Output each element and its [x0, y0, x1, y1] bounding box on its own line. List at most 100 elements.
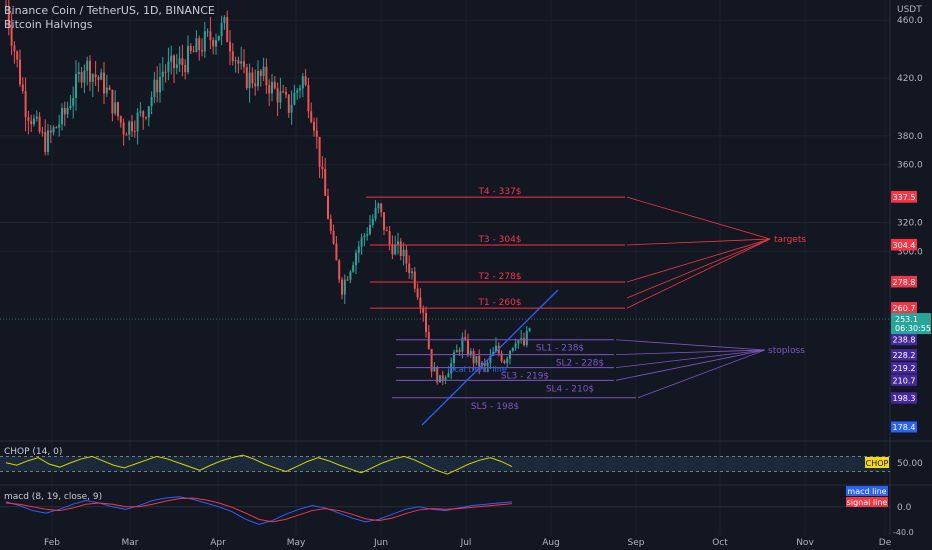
candle-body	[402, 249, 405, 257]
candle-body	[327, 195, 329, 219]
candle-body	[52, 127, 55, 133]
price-tag-label: 260.7	[893, 304, 916, 313]
candle-body	[153, 79, 156, 97]
candle-body	[427, 332, 430, 350]
candle-body	[405, 249, 408, 264]
candle-body	[167, 61, 170, 72]
candle-body	[425, 312, 427, 333]
x-tick-label: Jun	[373, 538, 388, 548]
candle-body	[265, 66, 268, 86]
y-tick-label: 320.0	[897, 218, 923, 228]
stoploss-arrow	[615, 349, 766, 356]
price-tag-label: 304.4	[893, 241, 916, 250]
candle-body	[307, 84, 310, 112]
candle-body	[231, 51, 234, 62]
candle-body	[150, 96, 153, 107]
indicator-label: Bitcoin Halvings	[4, 18, 93, 31]
candle-body	[58, 124, 61, 128]
candle-body	[94, 74, 97, 78]
candle-body	[439, 375, 441, 383]
candle-body	[159, 76, 161, 93]
candle-body	[343, 279, 346, 295]
x-tick-label: Mar	[122, 538, 139, 548]
candle-body	[30, 120, 33, 125]
candle-body	[430, 349, 433, 372]
candle-body	[248, 72, 251, 89]
candle-body	[464, 337, 467, 340]
candle-body	[355, 252, 357, 266]
candle-body	[103, 72, 105, 94]
price-tag	[891, 362, 917, 374]
candle-body	[66, 108, 69, 115]
candle-body	[187, 45, 189, 73]
candle-body	[338, 260, 341, 280]
candle-body	[346, 279, 349, 281]
candle-body	[444, 377, 447, 381]
candle-body	[349, 271, 352, 280]
price-tag	[891, 392, 917, 404]
candle-body	[279, 91, 282, 103]
candle-body	[47, 130, 49, 153]
macd-series	[5, 496, 513, 525]
candle-body	[419, 297, 422, 308]
candle-body	[385, 230, 388, 232]
candle-body	[285, 91, 287, 95]
candle-body	[486, 362, 489, 366]
candle-body	[105, 87, 108, 94]
stoploss-annotation: stoploss	[768, 346, 805, 356]
candle-body	[455, 350, 458, 353]
candle-body	[117, 102, 119, 117]
candle-body	[89, 60, 91, 82]
candle-body	[243, 61, 245, 68]
candle-body	[49, 130, 52, 133]
signal-legend-label: signal line	[847, 498, 888, 507]
stoploss-label: SL1 - 238$	[536, 344, 584, 354]
candle-body	[100, 72, 103, 80]
x-tick-label: Oct	[712, 538, 728, 548]
candle-body	[514, 343, 517, 348]
candle-body	[254, 83, 257, 87]
price-tag-label: 219.2	[893, 364, 916, 373]
candle-body	[75, 73, 77, 98]
target-arrow	[626, 196, 771, 240]
candle-body	[469, 351, 472, 355]
y-tick-label: 360.0	[897, 161, 923, 171]
candle-body	[369, 224, 371, 235]
candle-body	[360, 237, 363, 247]
candle-body	[324, 169, 327, 196]
candle-body	[394, 244, 397, 255]
candle-body	[215, 40, 217, 47]
candle-body	[517, 340, 520, 344]
candle-body	[332, 230, 335, 244]
candle-body	[257, 70, 259, 87]
candle-body	[114, 102, 117, 114]
candle-body	[145, 117, 147, 119]
candle-body	[212, 39, 215, 47]
candle-body	[125, 134, 128, 136]
stoploss-label: SL4 - 210$	[546, 384, 594, 394]
candle-body	[433, 367, 436, 372]
chop-badge-label: CHOP	[866, 459, 889, 468]
candle-body	[24, 91, 27, 118]
candle-body	[478, 356, 481, 367]
candle-body	[220, 23, 223, 36]
candle-body	[391, 244, 394, 255]
x-tick-label: Apr	[210, 538, 226, 548]
price-tag	[891, 349, 917, 361]
candle-body	[528, 328, 531, 331]
x-tick-label: May	[287, 538, 306, 548]
candle-body	[318, 136, 321, 167]
x-tick-label: Nov	[796, 538, 814, 548]
candle-body	[108, 87, 111, 90]
candle-body	[293, 92, 296, 105]
x-tick-label: Feb	[44, 538, 60, 548]
candle-body	[21, 84, 24, 92]
candle-body	[287, 94, 290, 113]
candle-body	[63, 107, 66, 115]
candle-body	[511, 347, 514, 351]
candle-body	[520, 338, 523, 341]
local-trend-line	[421, 289, 559, 426]
candle-body	[184, 64, 187, 73]
candle-body	[377, 203, 380, 209]
